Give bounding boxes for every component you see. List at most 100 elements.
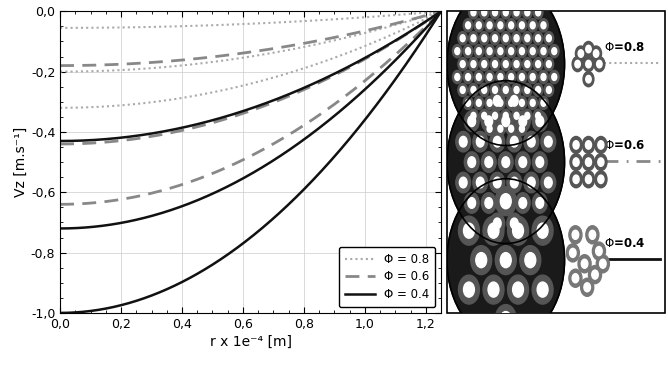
Circle shape xyxy=(532,275,553,304)
Circle shape xyxy=(496,70,505,84)
Circle shape xyxy=(496,246,516,274)
Circle shape xyxy=(460,86,465,93)
Circle shape xyxy=(508,22,514,29)
Circle shape xyxy=(488,223,499,238)
Circle shape xyxy=(506,70,516,84)
Circle shape xyxy=(476,22,482,29)
Circle shape xyxy=(528,70,538,84)
Circle shape xyxy=(490,213,504,234)
Circle shape xyxy=(492,86,498,93)
Circle shape xyxy=(496,19,505,32)
Circle shape xyxy=(506,96,516,109)
Circle shape xyxy=(507,132,522,152)
Circle shape xyxy=(536,157,544,167)
Circle shape xyxy=(500,311,511,326)
Circle shape xyxy=(476,74,482,80)
Circle shape xyxy=(566,244,579,262)
Circle shape xyxy=(541,74,546,80)
Circle shape xyxy=(502,157,510,167)
Circle shape xyxy=(541,100,546,106)
Circle shape xyxy=(525,9,530,16)
Circle shape xyxy=(503,61,508,67)
Circle shape xyxy=(528,177,535,188)
Circle shape xyxy=(452,70,462,84)
Circle shape xyxy=(474,19,484,32)
Circle shape xyxy=(570,171,582,188)
Circle shape xyxy=(447,81,564,244)
Circle shape xyxy=(536,9,540,16)
Circle shape xyxy=(485,44,494,58)
Circle shape xyxy=(572,274,578,283)
X-axis label: r x 1e⁻⁴ [m]: r x 1e⁻⁴ [m] xyxy=(210,335,291,349)
Circle shape xyxy=(487,22,492,29)
Circle shape xyxy=(510,95,518,106)
Circle shape xyxy=(482,152,496,172)
Circle shape xyxy=(498,100,503,106)
Circle shape xyxy=(480,32,489,45)
Circle shape xyxy=(464,44,473,58)
Circle shape xyxy=(508,74,514,80)
Circle shape xyxy=(570,248,576,257)
Circle shape xyxy=(458,83,468,97)
Circle shape xyxy=(580,278,594,296)
Circle shape xyxy=(469,6,478,19)
Circle shape xyxy=(483,216,504,245)
Circle shape xyxy=(541,22,546,29)
Circle shape xyxy=(473,172,488,193)
Circle shape xyxy=(485,96,494,109)
Circle shape xyxy=(500,194,511,209)
Circle shape xyxy=(471,35,476,42)
Circle shape xyxy=(498,22,503,29)
Circle shape xyxy=(490,132,504,152)
Circle shape xyxy=(458,32,468,45)
Circle shape xyxy=(480,109,489,123)
Circle shape xyxy=(516,111,530,132)
Circle shape xyxy=(525,86,530,93)
Circle shape xyxy=(487,125,492,132)
Circle shape xyxy=(471,9,476,16)
Circle shape xyxy=(503,112,508,119)
Circle shape xyxy=(476,253,487,268)
Circle shape xyxy=(536,35,540,42)
Circle shape xyxy=(490,6,500,19)
Circle shape xyxy=(469,109,478,123)
Circle shape xyxy=(456,132,471,152)
Circle shape xyxy=(506,0,516,6)
Circle shape xyxy=(598,141,604,149)
Circle shape xyxy=(503,9,508,16)
Circle shape xyxy=(485,70,494,84)
Circle shape xyxy=(517,44,527,58)
Circle shape xyxy=(474,44,484,58)
Circle shape xyxy=(569,226,582,244)
Circle shape xyxy=(506,122,516,135)
Circle shape xyxy=(585,158,592,166)
Circle shape xyxy=(494,95,501,106)
Circle shape xyxy=(510,136,518,147)
Circle shape xyxy=(595,136,607,153)
Circle shape xyxy=(585,141,592,149)
Circle shape xyxy=(533,32,543,45)
Circle shape xyxy=(464,70,473,84)
Circle shape xyxy=(498,111,513,132)
Circle shape xyxy=(490,83,500,97)
Circle shape xyxy=(598,158,604,166)
Circle shape xyxy=(514,61,519,67)
Circle shape xyxy=(533,6,543,19)
Circle shape xyxy=(490,109,500,123)
Circle shape xyxy=(490,57,500,71)
Circle shape xyxy=(530,74,535,80)
Circle shape xyxy=(514,9,519,16)
Circle shape xyxy=(593,242,605,260)
Circle shape xyxy=(507,90,522,111)
Circle shape xyxy=(464,282,474,297)
Circle shape xyxy=(550,70,559,84)
Circle shape xyxy=(496,187,516,216)
Circle shape xyxy=(485,19,494,32)
Circle shape xyxy=(541,132,556,152)
Circle shape xyxy=(496,96,505,109)
Circle shape xyxy=(596,247,602,256)
Circle shape xyxy=(490,32,500,45)
Circle shape xyxy=(583,72,594,87)
Circle shape xyxy=(512,109,521,123)
Circle shape xyxy=(519,157,526,167)
